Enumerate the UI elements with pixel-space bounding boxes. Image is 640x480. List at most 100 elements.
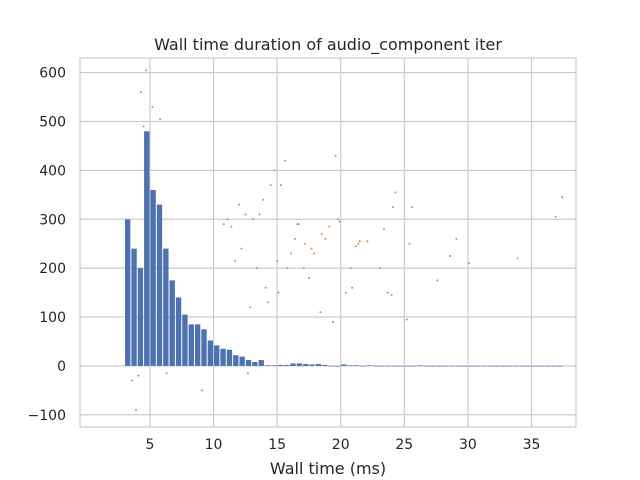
grid	[80, 58, 576, 427]
scatter-point	[391, 206, 394, 209]
bar	[296, 363, 303, 366]
bar	[512, 365, 519, 367]
scatter-point	[332, 320, 335, 323]
scatter-point	[249, 306, 252, 309]
scatter-point	[276, 259, 279, 262]
scatter-point	[255, 267, 258, 270]
bar	[233, 355, 239, 366]
y-tick-label: 500	[39, 115, 66, 131]
scatter-point	[134, 408, 137, 411]
bar	[442, 365, 449, 367]
scatter-point	[251, 218, 254, 221]
scatter-point	[455, 237, 458, 240]
x-tick-label: 25	[395, 437, 413, 453]
scatter-point	[293, 237, 296, 240]
scatter-point	[137, 374, 140, 377]
bar	[493, 365, 500, 367]
x-tick-label: 20	[332, 437, 350, 453]
bars	[125, 131, 563, 367]
scatter-point	[302, 267, 305, 270]
bar	[322, 364, 328, 366]
bar	[353, 365, 360, 367]
x-tick-label: 35	[523, 437, 541, 453]
scatter-point	[354, 245, 357, 248]
bar	[423, 365, 430, 367]
scatter-point	[554, 215, 557, 218]
scatter-points	[131, 69, 564, 411]
bar	[366, 365, 373, 367]
scatter-point	[240, 247, 243, 250]
bar	[283, 364, 290, 366]
bar	[258, 360, 264, 366]
bar	[468, 365, 474, 367]
scatter-point	[410, 206, 413, 209]
scatter-point	[408, 242, 411, 245]
scatter-point	[142, 125, 145, 128]
scatter-point	[262, 198, 265, 201]
bar	[245, 360, 252, 366]
x-axis-label: Wall time (ms)	[270, 459, 386, 478]
scatter-point	[379, 267, 382, 270]
bar	[500, 365, 506, 367]
scatter-point	[269, 184, 272, 187]
bar	[188, 324, 194, 366]
bar	[487, 365, 493, 367]
bar	[551, 365, 557, 367]
bar	[392, 365, 398, 367]
scatter-point	[390, 294, 393, 297]
bar	[385, 365, 392, 367]
scatter-point	[290, 252, 293, 255]
bar	[220, 348, 226, 366]
scatter-point	[334, 154, 337, 157]
bar	[481, 365, 487, 367]
scatter-point	[319, 311, 322, 314]
bar	[163, 248, 169, 366]
scatter-point	[237, 203, 240, 206]
bar	[239, 356, 245, 366]
scatter-point	[310, 247, 313, 250]
scatter-point	[344, 291, 347, 294]
bar	[201, 329, 207, 366]
bar	[341, 364, 347, 366]
scatter-point	[264, 286, 267, 289]
y-tick-label: 600	[39, 66, 66, 82]
scatter-point	[277, 291, 280, 294]
bar	[194, 324, 201, 366]
scatter-point	[246, 372, 249, 375]
scatter-point	[267, 301, 270, 304]
bar	[455, 365, 462, 367]
scatter-point	[165, 372, 168, 375]
scatter-point	[307, 276, 310, 279]
bar	[156, 204, 163, 366]
bar	[309, 364, 315, 366]
scatter-point	[140, 91, 143, 94]
bar	[144, 131, 150, 366]
y-tick-label: 300	[39, 212, 66, 228]
y-tick-label: 100	[39, 310, 66, 326]
scatter-point	[357, 242, 360, 245]
scatter-point	[386, 291, 389, 294]
bar	[169, 280, 175, 366]
plot-frame	[79, 57, 577, 428]
scatter-point	[561, 196, 564, 199]
bar	[360, 365, 366, 367]
scatter-point	[313, 252, 316, 255]
scatter-point	[394, 191, 397, 194]
bar	[277, 364, 283, 366]
bar	[328, 365, 334, 367]
bar	[557, 365, 563, 367]
bar	[544, 365, 551, 367]
bar	[214, 345, 220, 366]
bar	[347, 365, 353, 367]
bar	[436, 365, 442, 367]
scatter-point	[516, 257, 519, 260]
scatter-point	[328, 225, 331, 228]
bar	[519, 365, 525, 367]
scatter-point	[358, 240, 361, 243]
bar	[449, 365, 455, 367]
scatter-point	[320, 232, 323, 235]
x-tick-label: 5	[145, 437, 154, 453]
bar	[252, 361, 258, 366]
bar	[226, 349, 233, 366]
